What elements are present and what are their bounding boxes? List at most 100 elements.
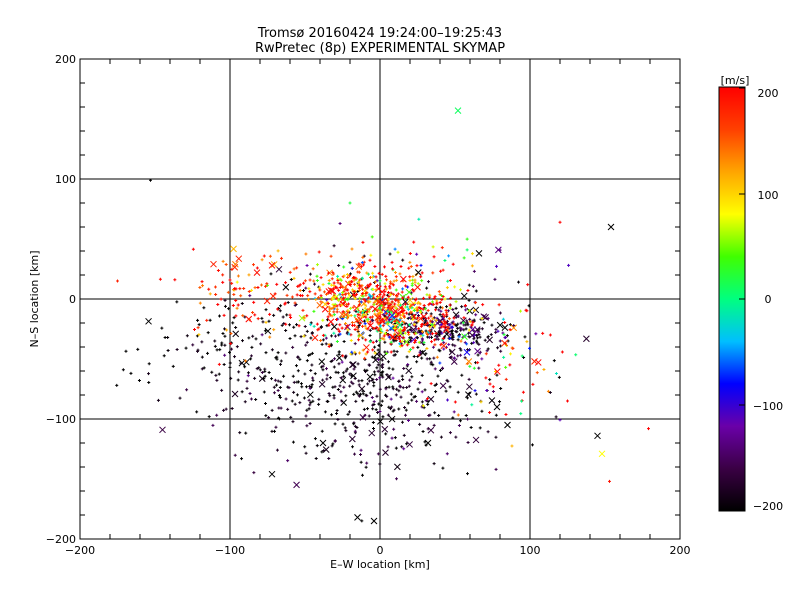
data-point	[363, 303, 367, 307]
data-point	[355, 319, 359, 323]
data-point	[259, 342, 263, 346]
data-point	[310, 351, 314, 355]
data-point	[166, 335, 170, 339]
data-point	[403, 302, 407, 306]
data-point	[469, 425, 473, 429]
data-point	[313, 437, 317, 441]
data-point	[467, 328, 471, 332]
data-point	[407, 350, 411, 354]
data-point	[400, 420, 404, 424]
data-point	[398, 344, 402, 348]
data-point	[442, 325, 446, 329]
data-point	[384, 387, 388, 391]
data-point	[360, 292, 364, 296]
data-point	[418, 350, 422, 354]
data-point	[466, 417, 470, 421]
data-point	[423, 440, 427, 444]
data-point	[415, 360, 419, 364]
data-point	[376, 328, 380, 332]
data-point	[250, 288, 254, 292]
data-point	[396, 250, 400, 254]
data-point	[356, 289, 360, 293]
data-point-x	[357, 331, 365, 339]
data-point	[268, 254, 272, 258]
data-point	[355, 318, 359, 322]
data-point	[406, 419, 410, 423]
data-point	[414, 327, 418, 331]
data-point	[361, 392, 365, 396]
data-point	[442, 341, 446, 345]
data-point	[465, 321, 469, 325]
data-point	[288, 270, 292, 274]
data-point	[394, 315, 398, 319]
data-point	[446, 279, 450, 283]
data-point	[477, 332, 481, 336]
data-point	[448, 303, 452, 307]
data-point	[342, 374, 346, 378]
data-point	[260, 333, 264, 337]
data-point	[324, 367, 328, 371]
data-point	[392, 292, 396, 296]
data-point	[385, 394, 389, 398]
data-point	[510, 346, 514, 350]
data-point	[401, 307, 405, 311]
data-point	[411, 346, 415, 350]
data-point	[453, 400, 457, 404]
data-point	[379, 403, 383, 407]
data-point	[293, 402, 297, 406]
data-point	[466, 323, 470, 327]
data-point	[315, 322, 319, 326]
data-point	[236, 378, 240, 382]
data-point	[398, 272, 402, 276]
data-point	[458, 419, 462, 423]
data-point	[346, 309, 350, 313]
data-point	[370, 395, 374, 399]
data-point	[418, 302, 422, 306]
data-point	[320, 342, 324, 346]
data-point	[359, 265, 363, 269]
data-point-x	[414, 269, 422, 276]
data-point	[560, 350, 564, 354]
data-point	[294, 364, 298, 368]
data-point	[317, 397, 321, 401]
data-point	[321, 283, 325, 287]
data-point	[201, 284, 205, 288]
data-point	[465, 319, 469, 323]
data-point-x	[330, 323, 338, 331]
data-point	[412, 309, 416, 313]
data-point	[344, 369, 348, 373]
data-point	[401, 386, 405, 390]
data-point	[416, 330, 420, 334]
data-point	[247, 289, 251, 293]
data-point	[352, 367, 356, 371]
data-point	[324, 352, 328, 356]
data-point	[519, 309, 523, 313]
data-point	[407, 340, 411, 344]
data-point	[251, 334, 255, 338]
data-point	[499, 349, 503, 353]
data-point	[365, 271, 369, 275]
highlighted-point	[647, 427, 650, 431]
highlighted-point-x	[319, 439, 327, 447]
data-point	[371, 420, 375, 424]
data-point	[369, 305, 373, 309]
data-point-x	[463, 348, 471, 356]
data-point	[263, 329, 267, 333]
data-point	[478, 350, 482, 354]
data-point	[448, 323, 452, 327]
data-point	[362, 263, 366, 267]
data-point	[458, 326, 462, 330]
data-point	[446, 326, 450, 330]
data-point	[351, 288, 355, 292]
data-point	[147, 372, 151, 376]
data-point	[445, 313, 449, 317]
data-point	[344, 354, 348, 358]
data-point	[486, 430, 490, 434]
data-point	[378, 352, 382, 356]
data-point	[426, 333, 430, 337]
data-point	[414, 331, 418, 335]
data-point	[331, 306, 335, 310]
data-point	[235, 345, 239, 349]
data-point	[272, 328, 276, 332]
data-point	[356, 284, 360, 288]
